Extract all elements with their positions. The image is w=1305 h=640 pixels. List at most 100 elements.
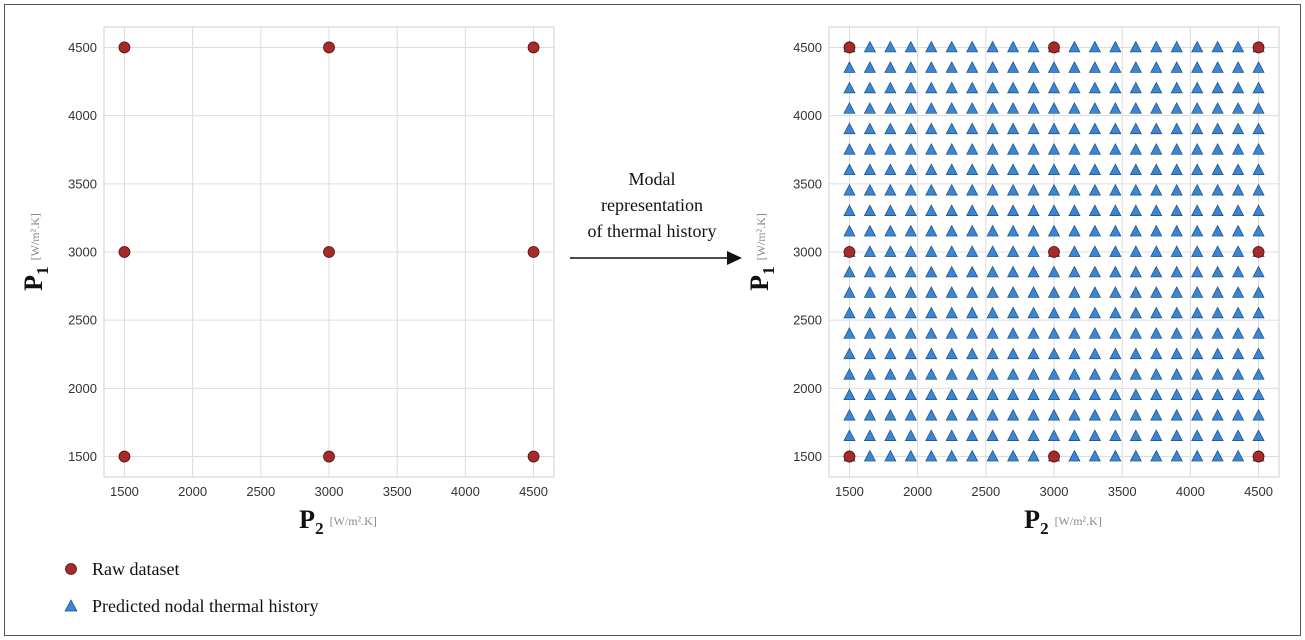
predicted-data-point [945,449,958,462]
predicted-data-point [904,367,917,380]
predicted-data-point [986,306,999,319]
predicted-data-point [986,224,999,237]
y-tick-label: 4000 [793,108,822,123]
predicted-data-point [1088,81,1101,94]
predicted-data-point [1007,81,1020,94]
chart-raw-dataset: 1500 2000 2500 3000 3500 4000 4500 1500 2000 2500… [19,26,555,538]
predicted-data-point [1232,122,1245,135]
predicted-data-point [843,306,856,319]
predicted-data-point [863,449,876,462]
predicted-data-point [986,40,999,53]
predicted-data-point [1047,429,1061,441]
predicted-data-point [1232,429,1245,441]
predicted-data-point [843,183,856,196]
predicted-data-point [1232,224,1245,237]
raw-data-point [527,41,540,54]
predicted-data-point [925,408,938,421]
x-tick-label: 3500 [383,484,412,499]
predicted-data-point [925,142,938,155]
raw-data-point [843,246,856,258]
raw-data-point [323,450,335,463]
predicted-data-point [863,122,876,135]
predicted-data-point [1027,81,1040,94]
predicted-data-point [1191,429,1204,441]
predicted-data-point [863,265,876,278]
x-tick-label: 4500 [519,484,548,499]
predicted-data-point [1007,245,1020,257]
predicted-data-point [986,204,999,216]
predicted-data-point [1191,163,1204,176]
predicted-data-point [1191,142,1204,155]
predicted-data-point [1211,204,1224,216]
predicted-data-point [1109,102,1122,114]
y-tick-label: 4500 [793,40,822,55]
predicted-data-point [1109,40,1122,53]
predicted-data-point [1047,122,1061,135]
predicted-data-point [986,327,999,339]
predicted-data-point [1129,163,1142,176]
predicted-data-point [1109,163,1122,176]
predicted-data-point [1109,429,1122,441]
predicted-data-point [1068,265,1081,278]
predicted-data-point [966,40,979,53]
predicted-data-point [884,265,897,278]
predicted-data-point [986,408,999,421]
predicted-data-point [1191,347,1204,360]
predicted-data-point [1191,388,1204,401]
predicted-data-point [1068,347,1081,360]
predicted-data-point [945,142,958,155]
arrow-text-line-3: of thermal history [588,221,717,241]
predicted-data-point [1027,245,1040,257]
predicted-data-point [1088,122,1101,135]
predicted-data-point [1232,367,1245,380]
predicted-data-point [884,347,897,360]
predicted-data-point [904,265,917,278]
predicted-data-point [1170,367,1183,380]
predicted-data-point [986,81,999,94]
predicted-data-point [1109,122,1122,135]
predicted-data-point [1129,61,1142,73]
predicted-data-point [1007,40,1020,53]
predicted-data-point [925,61,938,73]
predicted-data-point [843,367,856,380]
predicted-data-point [925,367,938,380]
predicted-data-point [884,224,897,237]
predicted-data-point [966,306,979,319]
predicted-data-point [1232,81,1245,94]
predicted-data-point [1129,183,1142,196]
predicted-data-point [1007,61,1020,73]
predicted-data-point [1007,306,1020,319]
y-tick-label: 2000 [793,381,822,396]
predicted-data-point [925,388,938,401]
predicted-data-point [945,245,958,257]
x-axis-label: P2 [W/m².K] [1024,505,1102,538]
predicted-data-point [1109,265,1122,278]
predicted-data-point [884,81,897,94]
predicted-data-point [904,102,917,114]
predicted-data-point [1232,388,1245,401]
arrow-head [727,251,742,265]
predicted-data-point [1211,327,1224,339]
legend-label-predicted: Predicted nodal thermal history [92,596,318,616]
predicted-data-point [1068,367,1081,380]
predicted-data-point [1047,61,1061,73]
y-tick-label: 3000 [68,245,97,260]
predicted-data-point [1129,367,1142,380]
predicted-data-point [945,204,958,216]
predicted-data-point [1170,122,1183,135]
predicted-data-point [1252,102,1265,114]
predicted-data-point [863,204,876,216]
predicted-data-point [1129,306,1142,319]
predicted-data-point [1191,449,1204,462]
predicted-data-point [1191,40,1204,53]
predicted-data-point [1211,102,1224,114]
predicted-data-point [1252,81,1265,94]
predicted-data-point [1109,81,1122,94]
predicted-data-point [1068,122,1081,135]
predicted-data-point [925,122,938,135]
predicted-data-point [863,40,876,53]
predicted-data-point [1129,142,1142,155]
predicted-data-point [1109,224,1122,237]
predicted-data-point [843,265,856,278]
predicted-data-point [925,306,938,319]
